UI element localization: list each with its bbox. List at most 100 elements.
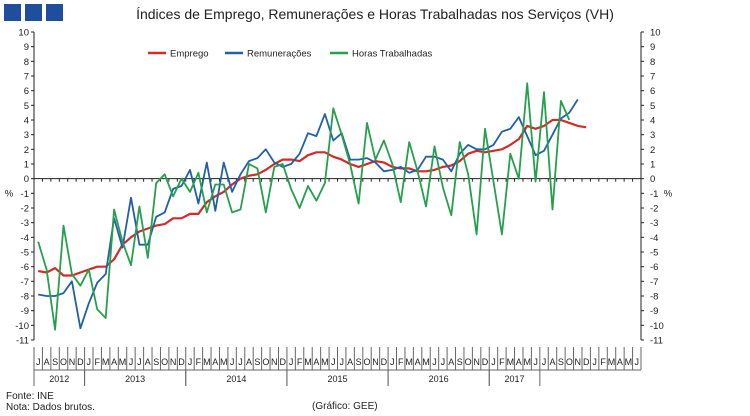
month-label: S — [558, 357, 564, 367]
y-tick-label-right: 5 — [650, 101, 655, 112]
month-label: M — [422, 357, 430, 367]
legend-label: Horas Trabalhadas — [352, 49, 433, 60]
month-label: J — [188, 357, 193, 367]
y-tick-label-right: -1 — [650, 189, 658, 200]
year-label: 2017 — [505, 374, 525, 384]
month-label: M — [304, 357, 312, 367]
month-label: A — [448, 357, 454, 367]
month-label: J — [533, 357, 538, 367]
y-tick-label-right: 6 — [650, 86, 655, 97]
month-label: A — [212, 357, 218, 367]
month-label: D — [279, 357, 286, 367]
y-tick-label-right: 4 — [650, 116, 655, 127]
y-tick-label-left: 6 — [24, 86, 29, 97]
data-note: Nota: Dados brutos. — [6, 402, 95, 413]
month-label: J — [36, 357, 41, 367]
series-line-horas-trabalhadas — [37, 82, 571, 331]
month-label: M — [119, 357, 127, 367]
month-label: M — [625, 357, 633, 367]
year-label: 2012 — [49, 374, 69, 384]
y-tick-label-right: -8 — [650, 292, 658, 303]
month-label: J — [331, 357, 336, 367]
month-label: A — [246, 357, 252, 367]
y-tick-label-left: 3 — [24, 130, 29, 141]
month-label: J — [542, 357, 547, 367]
y-tick-label-left: -9 — [21, 306, 29, 317]
month-label: M — [608, 357, 616, 367]
month-label: M — [102, 357, 110, 367]
y-tick-label-left: 10 — [18, 28, 29, 39]
chart-title: Índices de Emprego, Remunerações e Horas… — [136, 6, 614, 22]
month-label: A — [516, 357, 522, 367]
month-label: J — [129, 357, 134, 367]
month-label: N — [69, 357, 76, 367]
month-label: J — [592, 357, 597, 367]
month-label: O — [363, 357, 370, 367]
year-label: 2013 — [125, 374, 145, 384]
y-tick-label-left: 4 — [24, 116, 29, 127]
y-tick-label-left: 9 — [24, 42, 29, 53]
month-label: O — [465, 357, 472, 367]
month-label: D — [381, 357, 388, 367]
month-label: F — [398, 357, 404, 367]
legend-label: Emprego — [170, 49, 209, 60]
y-tick-label-right: -4 — [650, 233, 658, 244]
y-tick-label-right: -9 — [650, 306, 658, 317]
month-label: O — [60, 357, 67, 367]
y-axis-label-left: % — [5, 188, 14, 199]
month-label: A — [145, 357, 151, 367]
month-label: D — [482, 357, 489, 367]
month-label: S — [153, 357, 159, 367]
y-tick-label-right: -10 — [650, 321, 664, 332]
year-label: 2014 — [226, 374, 246, 384]
y-tick-label-left: -4 — [21, 233, 29, 244]
y-tick-label-left: 8 — [24, 57, 29, 68]
y-tick-label-right: 7 — [650, 72, 655, 83]
y-tick-label-left: -7 — [21, 277, 29, 288]
logo-block — [46, 4, 63, 21]
month-label: D — [77, 357, 84, 367]
month-label: F — [600, 357, 606, 367]
y-tick-label-left: -10 — [15, 321, 29, 332]
series-line-remunerações — [38, 99, 579, 330]
y-tick-label-left: -11 — [16, 336, 29, 347]
month-label: N — [271, 357, 278, 367]
month-label: M — [321, 357, 329, 367]
y-tick-label-left: -1 — [21, 189, 29, 200]
logo-block — [4, 4, 21, 21]
y-tick-label-right: -3 — [650, 218, 658, 229]
y-tick-label-right: 10 — [650, 28, 661, 39]
month-label: F — [297, 357, 303, 367]
month-label: O — [566, 357, 573, 367]
logo — [4, 4, 63, 21]
month-label: J — [87, 357, 92, 367]
month-label: N — [575, 357, 582, 367]
y-tick-label-right: -7 — [650, 277, 658, 288]
y-tick-label-left: -6 — [21, 262, 29, 273]
month-label: J — [635, 357, 640, 367]
month-label: D — [583, 357, 590, 367]
y-tick-label-right: 2 — [650, 145, 655, 156]
y-tick-label-left: 7 — [24, 72, 29, 83]
y-tick-label-right: 8 — [650, 57, 655, 68]
y-tick-label-left: 1 — [24, 160, 29, 171]
y-tick-label-right: -6 — [650, 262, 658, 273]
month-label: M — [405, 357, 413, 367]
y-tick-label-right: -2 — [650, 204, 658, 215]
month-label: F — [499, 357, 505, 367]
month-label: S — [52, 357, 58, 367]
year-label: 2016 — [429, 374, 449, 384]
y-tick-label-left: 0 — [24, 174, 29, 185]
y-tick-label-left: 2 — [24, 145, 29, 156]
month-label: J — [491, 357, 496, 367]
month-label: M — [507, 357, 515, 367]
month-label: A — [549, 357, 555, 367]
month-label: N — [170, 357, 177, 367]
month-label: S — [254, 357, 260, 367]
month-label: S — [457, 357, 463, 367]
month-label: J — [432, 357, 437, 367]
month-label: A — [617, 357, 623, 367]
month-label: O — [262, 357, 269, 367]
series-line-emprego — [38, 118, 587, 277]
month-label: J — [339, 357, 344, 367]
